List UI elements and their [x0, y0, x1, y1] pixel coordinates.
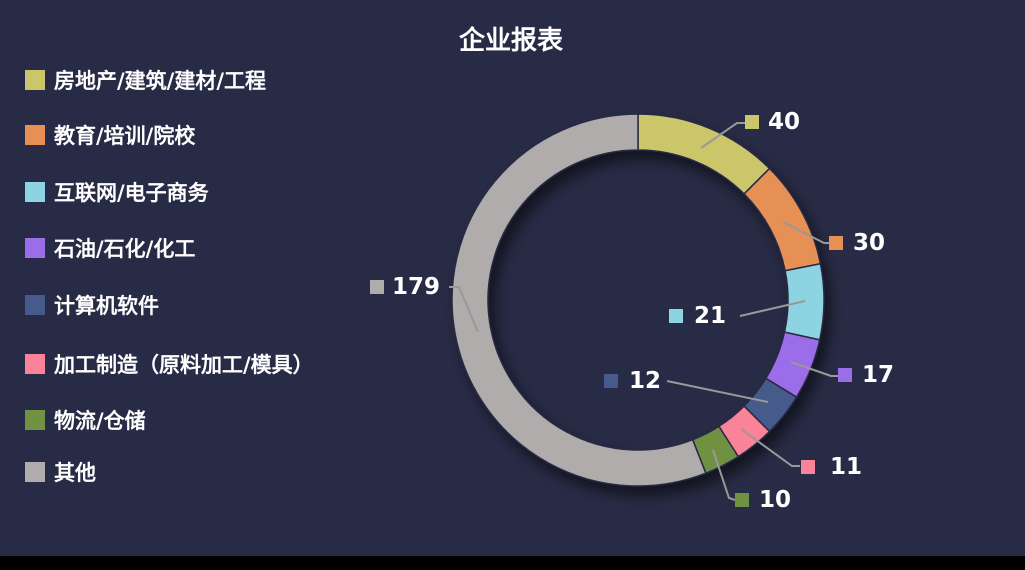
label-marker-icon [370, 280, 384, 294]
label-leader-line [666, 380, 769, 403]
label-leader-line [790, 361, 838, 377]
bottom-bar [0, 556, 1025, 570]
label-value: 30 [853, 230, 885, 256]
legend-label: 物流/仓储 [54, 409, 146, 433]
chart-title: 企业报表 [458, 26, 564, 56]
label-leader-line [782, 221, 830, 244]
pie-slice-7[interactable] [451, 113, 707, 487]
label-marker-icon [604, 374, 618, 388]
label-leader-line [700, 122, 746, 149]
legend-marker-icon [25, 125, 45, 145]
label-marker-icon [801, 460, 815, 474]
slice-label-1: 30 [782, 221, 885, 256]
legend-marker-icon [25, 462, 45, 482]
legend-item-2[interactable]: 互联网/电子商务 [25, 179, 209, 205]
slice-label-3: 17 [790, 361, 894, 388]
label-value: 11 [830, 454, 862, 480]
pie-slice-1[interactable] [743, 167, 822, 272]
legend-item-4[interactable]: 计算机软件 [25, 292, 159, 318]
label-value: 40 [768, 109, 800, 135]
slice-label-6: 10 [712, 449, 791, 513]
legend-item-5[interactable]: 加工制造（原料加工/模具） [25, 351, 314, 377]
pie-series [451, 113, 825, 487]
legend-item-7[interactable]: 其他 [25, 459, 96, 485]
legend-item-3[interactable]: 石油/石化/化工 [25, 235, 195, 261]
legend-marker-icon [25, 295, 45, 315]
label-value: 21 [694, 303, 726, 329]
legend-marker-icon [25, 238, 45, 258]
label-leader-line [712, 449, 736, 501]
label-marker-icon [745, 115, 759, 129]
legend-label: 房地产/建筑/建材/工程 [54, 69, 267, 93]
legend-label: 加工制造（原料加工/模具） [54, 353, 314, 377]
legend-marker-icon [25, 354, 45, 374]
slice-label-0: 40 [700, 109, 800, 149]
slice-label-7: 179 [370, 274, 479, 333]
legend-item-1[interactable]: 教育/培训/院校 [25, 122, 195, 148]
label-marker-icon [829, 236, 843, 250]
legend-label: 其他 [54, 461, 96, 485]
legend-label: 计算机软件 [54, 294, 159, 318]
legend-marker-icon [25, 182, 45, 202]
legend-label: 石油/石化/化工 [54, 237, 196, 261]
label-marker-icon [838, 368, 852, 382]
slice-label-2: 21 [669, 300, 806, 329]
label-leader-line [739, 300, 806, 317]
label-marker-icon [735, 493, 749, 507]
label-value: 12 [629, 368, 661, 394]
slice-label-5: 11 [740, 428, 862, 480]
label-value: 17 [862, 362, 894, 388]
legend-item-0[interactable]: 房地产/建筑/建材/工程 [25, 67, 266, 93]
legend-label: 互联网/电子商务 [54, 181, 209, 205]
legend-label: 教育/培训/院校 [54, 124, 196, 148]
label-marker-icon [669, 309, 683, 323]
legend-item-6[interactable]: 物流/仓储 [25, 407, 146, 433]
label-leader-line [740, 428, 800, 467]
legend-marker-icon [25, 70, 45, 90]
legend: 房地产/建筑/建材/工程 教育/培训/院校 互联网/电子商务 石油/石化/化工 计算机软… [0, 0, 380, 520]
label-value: 179 [392, 274, 440, 300]
slice-label-4: 12 [604, 368, 769, 403]
legend-marker-icon [25, 410, 45, 430]
label-leader-line [449, 286, 479, 333]
label-value: 10 [759, 487, 791, 513]
